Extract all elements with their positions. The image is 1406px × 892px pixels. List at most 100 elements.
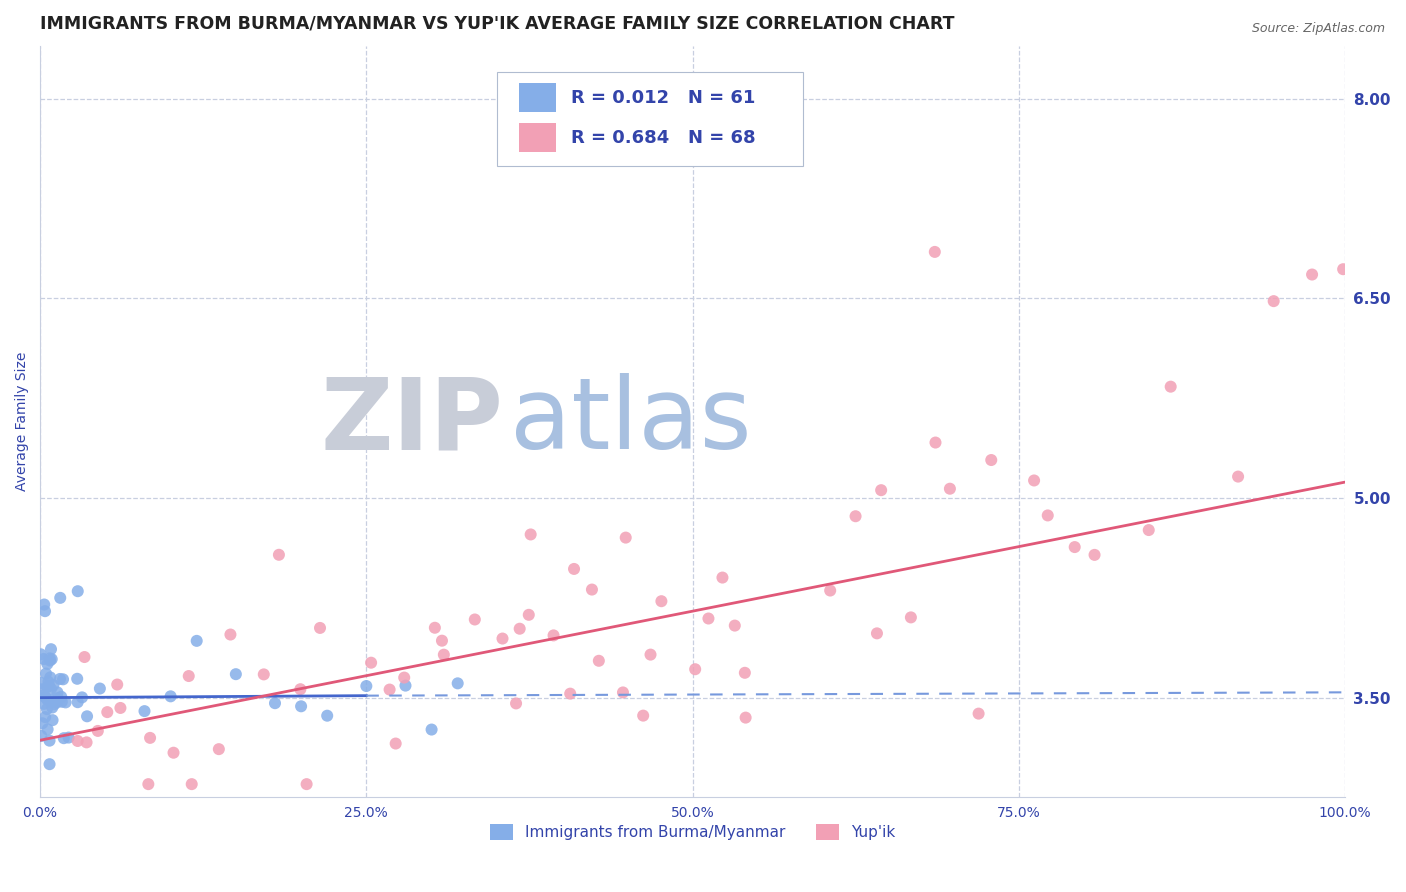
Text: Source: ZipAtlas.com: Source: ZipAtlas.com	[1251, 22, 1385, 36]
Text: ZIP: ZIP	[321, 373, 503, 470]
Point	[87, 723, 110, 738]
Point	[139, 731, 162, 745]
Point	[505, 697, 527, 711]
Point	[1331, 262, 1354, 277]
Point	[46, 691, 69, 706]
Point	[110, 701, 132, 715]
Point	[1022, 474, 1045, 488]
Point	[30, 676, 52, 690]
Point	[34, 690, 56, 705]
Point	[34, 710, 56, 724]
Point	[46, 685, 69, 699]
Point	[818, 583, 841, 598]
Point	[35, 666, 58, 681]
FancyBboxPatch shape	[496, 72, 803, 166]
Point	[866, 626, 889, 640]
Point	[66, 672, 89, 686]
Point	[37, 657, 59, 671]
Point	[76, 735, 98, 749]
Point	[1227, 469, 1250, 483]
Point	[588, 654, 610, 668]
Point	[612, 685, 634, 699]
Point	[433, 648, 456, 662]
Point	[39, 693, 62, 707]
Point	[264, 696, 287, 710]
Point	[30, 648, 52, 662]
Point	[309, 621, 332, 635]
Point	[35, 702, 58, 716]
Point	[697, 611, 720, 625]
FancyBboxPatch shape	[519, 84, 555, 112]
Text: R = 0.012   N = 61: R = 0.012 N = 61	[571, 89, 755, 107]
Point	[290, 682, 312, 697]
Point	[66, 734, 89, 748]
Point	[32, 598, 55, 612]
Point	[1063, 540, 1085, 554]
Point	[52, 673, 75, 687]
Point	[724, 618, 747, 632]
Point	[52, 731, 75, 746]
Point	[76, 709, 98, 723]
Point	[225, 667, 247, 681]
Point	[420, 723, 443, 737]
Point	[134, 704, 156, 718]
Point	[51, 690, 73, 704]
Point	[560, 687, 582, 701]
Point	[939, 482, 962, 496]
Point	[159, 690, 181, 704]
Y-axis label: Average Family Size: Average Family Size	[15, 351, 30, 491]
Point	[734, 665, 756, 680]
Point	[845, 509, 868, 524]
Point	[316, 708, 339, 723]
Point	[683, 662, 706, 676]
Point	[180, 777, 202, 791]
Point	[423, 621, 446, 635]
Point	[39, 681, 62, 696]
Point	[37, 680, 59, 694]
Point	[543, 628, 565, 642]
Point	[734, 710, 756, 724]
Point	[34, 604, 56, 618]
Point	[1301, 268, 1323, 282]
Point	[870, 483, 893, 498]
Point	[924, 435, 946, 450]
Point	[70, 690, 93, 705]
Point	[967, 706, 990, 721]
Point	[37, 674, 59, 689]
Point	[924, 244, 946, 259]
Point	[219, 627, 242, 641]
Point	[39, 654, 62, 668]
FancyBboxPatch shape	[519, 123, 555, 152]
Point	[30, 682, 52, 697]
Point	[640, 648, 662, 662]
Point	[66, 695, 89, 709]
Point	[267, 548, 290, 562]
Point	[1083, 548, 1105, 562]
Point	[360, 656, 382, 670]
Point	[208, 742, 231, 756]
Legend: Immigrants from Burma/Myanmar, Yup'ik: Immigrants from Burma/Myanmar, Yup'ik	[484, 818, 901, 847]
Point	[45, 695, 67, 709]
Text: IMMIGRANTS FROM BURMA/MYANMAR VS YUP'IK AVERAGE FAMILY SIZE CORRELATION CHART: IMMIGRANTS FROM BURMA/MYANMAR VS YUP'IK …	[41, 15, 955, 33]
Point	[562, 562, 585, 576]
Point	[491, 632, 513, 646]
Point	[89, 681, 111, 696]
Point	[41, 652, 63, 666]
Point	[1137, 523, 1160, 537]
Point	[384, 737, 406, 751]
Point	[38, 679, 60, 693]
Point	[66, 584, 89, 599]
Point	[32, 697, 55, 711]
Point	[614, 531, 637, 545]
Text: R = 0.684   N = 68: R = 0.684 N = 68	[571, 128, 756, 146]
Point	[138, 777, 160, 791]
Point	[73, 650, 96, 665]
Text: atlas: atlas	[510, 373, 752, 470]
Point	[37, 723, 59, 737]
Point	[378, 682, 401, 697]
Point	[392, 671, 415, 685]
Point	[51, 695, 73, 709]
Point	[41, 713, 63, 727]
Point	[290, 699, 312, 714]
Point	[186, 633, 208, 648]
